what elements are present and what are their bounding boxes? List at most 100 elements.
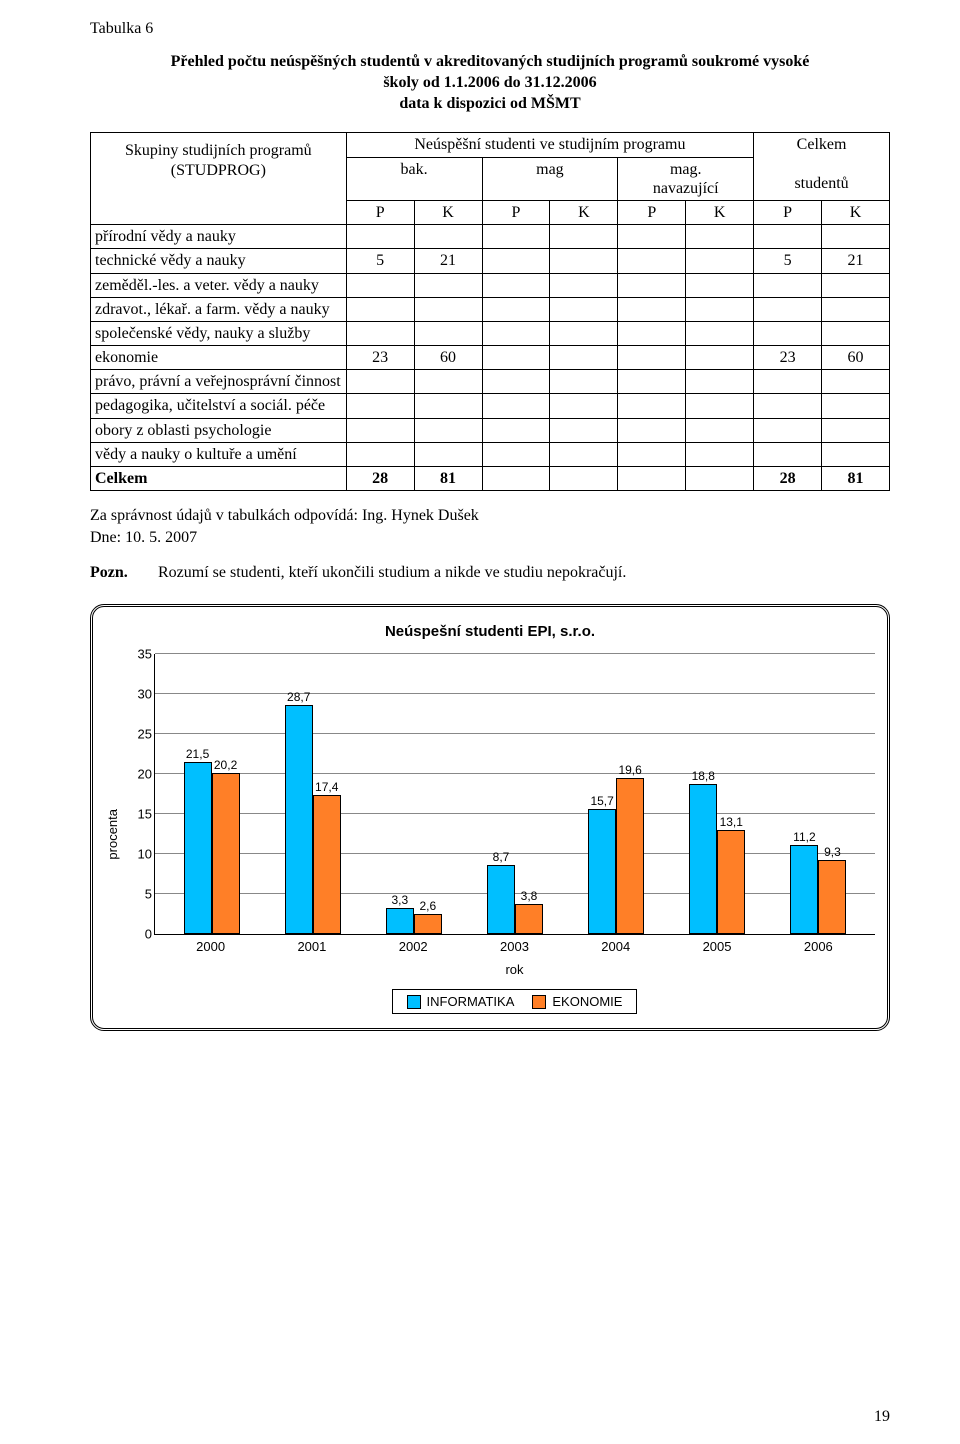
- cell: [618, 394, 686, 418]
- xtick-label: 2004: [601, 939, 630, 954]
- cell: [686, 273, 754, 297]
- cell: [822, 225, 890, 249]
- cell: [414, 370, 482, 394]
- cell: [754, 442, 822, 466]
- cell: 23: [754, 346, 822, 370]
- cell: [482, 297, 550, 321]
- ytick-label: 25: [138, 727, 152, 742]
- cell: [346, 297, 414, 321]
- ytick-label: 5: [145, 887, 152, 902]
- cell: 81: [414, 467, 482, 491]
- cell: [618, 249, 686, 273]
- bar-group: 18,813,1: [689, 784, 745, 934]
- cell: [618, 442, 686, 466]
- cell: 21: [822, 249, 890, 273]
- note-label: Pozn.: [90, 564, 154, 582]
- page: Tabulka 6 Přehled počtu neúspěšných stud…: [0, 0, 960, 1444]
- row-label: právo, právní a veřejnosprávní činnost: [91, 370, 347, 394]
- cell: [686, 346, 754, 370]
- pk-k: K: [414, 200, 482, 224]
- table-row: zeměděl.-les. a veter. vědy a nauky: [91, 273, 890, 297]
- cell: [482, 321, 550, 345]
- cell: [414, 321, 482, 345]
- cell: 60: [822, 346, 890, 370]
- table-row: vědy a nauky o kultuře a umění: [91, 442, 890, 466]
- data-table: Skupiny studijních programů (STUDPROG) N…: [90, 132, 890, 491]
- col-header-unsuccessful: Neúspěšní studenti ve studijním programu: [346, 133, 753, 157]
- bar-value-label: 11,2: [793, 830, 815, 844]
- note-text: Rozumí se studenti, kteří ukončili studi…: [158, 564, 626, 582]
- cell: 5: [754, 249, 822, 273]
- bar-value-label: 8,7: [493, 850, 510, 864]
- cell: [550, 321, 618, 345]
- bar-group: 28,717,4: [285, 705, 341, 935]
- bar-group: 21,520,2: [184, 762, 240, 934]
- subhead-mag: mag: [482, 157, 618, 200]
- cell: [346, 273, 414, 297]
- total-l2: studentů: [794, 175, 848, 192]
- chart-legend: INFORMATIKAEKONOMIE: [392, 989, 638, 1014]
- cell: [686, 442, 754, 466]
- bar-value-label: 2,6: [420, 899, 437, 913]
- legend-swatch: [407, 995, 421, 1009]
- cell: 28: [346, 467, 414, 491]
- pk-k: K: [686, 200, 754, 224]
- row-label: vědy a nauky o kultuře a umění: [91, 442, 347, 466]
- cell: [346, 321, 414, 345]
- ytick-label: 35: [138, 647, 152, 662]
- cell: [550, 394, 618, 418]
- legend-label: INFORMATIKA: [427, 994, 515, 1009]
- bar-value-label: 3,3: [392, 893, 409, 907]
- cell: 28: [754, 467, 822, 491]
- plot-wrap: 21,520,228,717,43,32,68,73,815,719,618,8…: [154, 654, 875, 1014]
- cell: [346, 394, 414, 418]
- pk-k: K: [822, 200, 890, 224]
- cell: [482, 370, 550, 394]
- magnav-l1: mag.: [670, 161, 702, 178]
- ytick-label: 30: [138, 687, 152, 702]
- bar-value-label: 20,2: [214, 758, 237, 772]
- ytick-label: 15: [138, 807, 152, 822]
- row-label: přírodní vědy a nauky: [91, 225, 347, 249]
- cell: [550, 225, 618, 249]
- ytick-label: 0: [145, 927, 152, 942]
- bar: 19,6: [616, 778, 644, 935]
- pk-k: K: [550, 200, 618, 224]
- row-label: technické vědy a nauky: [91, 249, 347, 273]
- cell: [618, 225, 686, 249]
- bar: 2,6: [414, 914, 442, 935]
- bar: 17,4: [313, 795, 341, 934]
- bar: 9,3: [818, 860, 846, 934]
- table-row: obory z oblasti psychologie: [91, 418, 890, 442]
- cell: [618, 321, 686, 345]
- legend-item: INFORMATIKA: [407, 994, 515, 1009]
- cell: [686, 370, 754, 394]
- bar-value-label: 17,4: [315, 780, 338, 794]
- cell: [822, 321, 890, 345]
- cell: [754, 297, 822, 321]
- bar-group: 11,29,3: [790, 845, 846, 935]
- pk-p: P: [482, 200, 550, 224]
- signature-line-2: Dne: 10. 5. 2007: [90, 527, 890, 549]
- col-header-groups: Skupiny studijních programů (STUDPROG): [91, 133, 347, 225]
- cell: [686, 249, 754, 273]
- table-row: společenské vědy, nauky a služby: [91, 321, 890, 345]
- cell: [482, 442, 550, 466]
- cell: [482, 273, 550, 297]
- bar-value-label: 28,7: [287, 690, 310, 704]
- cell: [482, 394, 550, 418]
- bar-value-label: 15,7: [590, 794, 613, 808]
- cell: 81: [822, 467, 890, 491]
- cell: [618, 346, 686, 370]
- pk-p: P: [618, 200, 686, 224]
- cell: [482, 249, 550, 273]
- cell: [618, 467, 686, 491]
- cell: [822, 370, 890, 394]
- legend-swatch: [532, 995, 546, 1009]
- bar: 20,2: [212, 773, 240, 935]
- y-axis-ticks: 05101520253035: [126, 654, 154, 934]
- table-row: ekonomie23602360: [91, 346, 890, 370]
- cell: [550, 467, 618, 491]
- table-row: technické vědy a nauky521521: [91, 249, 890, 273]
- cell: [686, 225, 754, 249]
